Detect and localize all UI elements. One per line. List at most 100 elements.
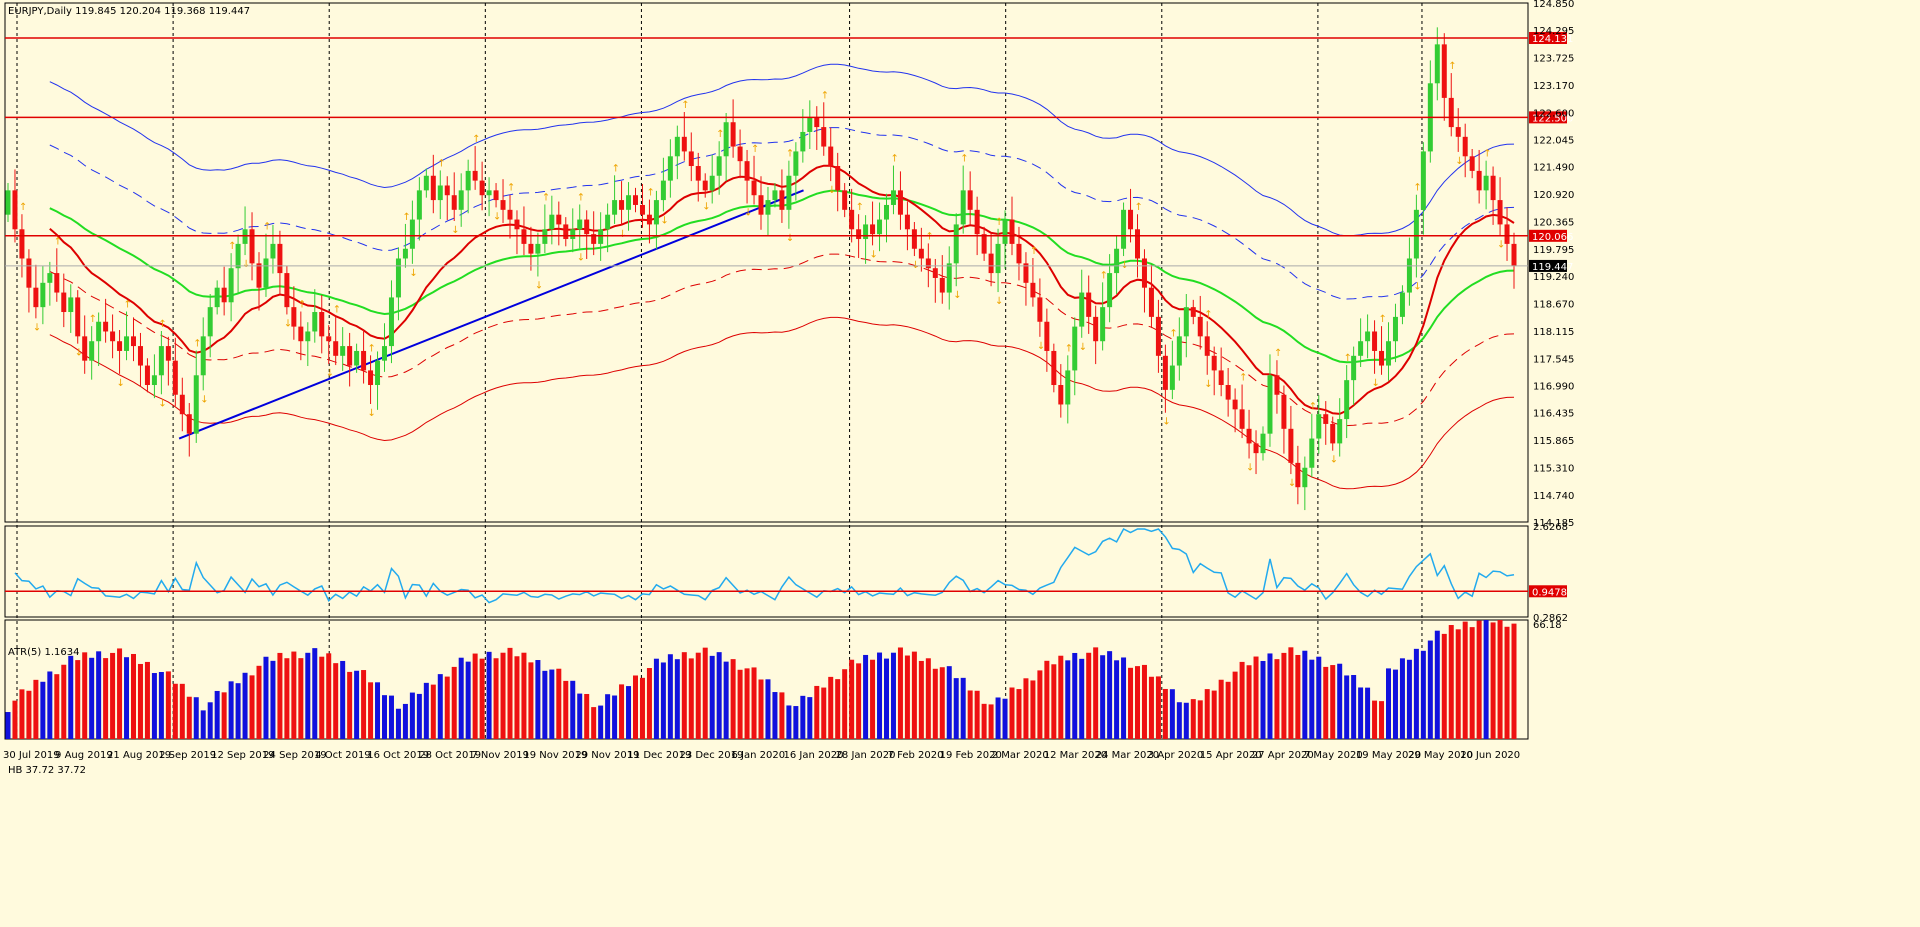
hb-bar: [193, 697, 199, 739]
candle-body: [1086, 292, 1092, 317]
hb-bar: [1253, 656, 1259, 739]
hb-bar: [807, 697, 813, 739]
candle-body: [1225, 385, 1231, 400]
date-label: 23 Dec 2019: [679, 750, 743, 761]
candle-body: [904, 214, 910, 230]
hb-bar: [368, 682, 374, 739]
hb-bar: [200, 710, 206, 739]
candle-body: [1462, 136, 1468, 157]
price-tick: 119.240: [1533, 272, 1574, 283]
candle-body: [1455, 127, 1461, 137]
hb-bar: [221, 692, 227, 739]
candle-body: [556, 214, 562, 225]
fractal-up-icon: ↑: [925, 231, 933, 242]
hb-bar: [1169, 689, 1175, 739]
hb-bar: [849, 659, 855, 739]
candle-body: [395, 258, 401, 298]
candle-body: [451, 195, 457, 210]
candle-body: [263, 258, 269, 288]
candle-body: [1337, 419, 1343, 444]
hb-bar: [626, 686, 632, 739]
candle-body: [877, 219, 883, 235]
fractal-down-icon: ↓: [117, 378, 125, 389]
fractal-down-icon: ↓: [1162, 417, 1170, 428]
candle-body: [953, 224, 959, 264]
fractal-up-icon: ↑: [1309, 402, 1317, 413]
hb-bar: [660, 662, 666, 739]
atr-level-badge: [1529, 585, 1567, 598]
hb-bar: [793, 706, 799, 739]
hb-bar: [1002, 698, 1008, 739]
hb-bar: [1323, 666, 1329, 739]
hb-bar: [1079, 658, 1085, 739]
candle-body: [1441, 44, 1447, 98]
candle-body: [117, 341, 123, 351]
hb-bar: [82, 652, 88, 739]
candle-body: [870, 224, 876, 235]
candle-body: [932, 268, 938, 278]
candle-body: [26, 258, 32, 288]
candle-body: [723, 122, 729, 157]
hb-bar: [765, 679, 771, 739]
candle-body: [1358, 341, 1364, 356]
candle-body: [856, 229, 862, 240]
price-tick: 114.185: [1533, 518, 1574, 529]
date-label: 16 Oct 2019: [367, 750, 429, 761]
candle-body: [340, 346, 346, 356]
hb-bar: [19, 689, 25, 739]
candle-body: [974, 209, 980, 235]
candle-body: [1295, 462, 1301, 488]
hb-bar: [995, 697, 1001, 739]
hb-bar: [1093, 647, 1099, 739]
hb-bar: [235, 683, 241, 739]
hb-bar: [577, 693, 583, 739]
hb-bar: [256, 665, 262, 739]
hb-header: HB 37.72 37.72: [8, 765, 86, 776]
fractal-up-icon: ↑: [228, 241, 236, 252]
candle-body: [1169, 365, 1175, 390]
hb-bar: [214, 690, 220, 739]
hb-bar: [284, 658, 290, 739]
hb-bar: [1469, 627, 1475, 739]
hb-bar: [681, 652, 687, 739]
hb-bar: [702, 647, 708, 739]
hb-bar: [26, 690, 32, 739]
hb-bar: [1302, 650, 1308, 739]
hb-bar: [124, 657, 130, 739]
price-tick: 123.725: [1533, 54, 1574, 65]
candle-body: [347, 346, 353, 366]
candle-body: [207, 307, 213, 337]
level-badge: [1529, 229, 1567, 242]
fractal-down-icon: ↓: [995, 296, 1003, 307]
hb-bar: [437, 674, 443, 739]
date-label: 28 Oct 2019: [419, 750, 481, 761]
candle-body: [786, 175, 792, 210]
hb-bar: [1281, 652, 1287, 739]
hb-bar: [974, 690, 980, 739]
fractal-down-icon: ↓: [242, 259, 250, 270]
hb-bar: [1288, 647, 1294, 739]
hb-bar: [277, 652, 283, 739]
lower-outer-band: [49, 316, 1515, 490]
candle-body: [681, 136, 687, 152]
fractal-up-icon: ↑: [821, 90, 829, 101]
candle-body: [1476, 170, 1482, 191]
fractal-down-icon: ↓: [75, 348, 83, 359]
fractal-down-icon: ↓: [535, 280, 543, 291]
hb-bar: [1365, 687, 1371, 739]
candle-body: [235, 243, 241, 269]
candle-body: [256, 263, 262, 288]
candle-body: [291, 307, 297, 327]
hb-bar: [563, 680, 569, 739]
candle-body: [284, 273, 290, 308]
candle-body: [1051, 350, 1057, 386]
hb-bar: [904, 655, 910, 739]
hb-bar: [835, 679, 841, 739]
fractal-up-icon: ↑: [333, 304, 341, 315]
candle-body: [1316, 414, 1322, 439]
candle-body: [221, 287, 227, 303]
hb-bar: [1344, 675, 1350, 739]
candle-body: [1288, 428, 1294, 463]
